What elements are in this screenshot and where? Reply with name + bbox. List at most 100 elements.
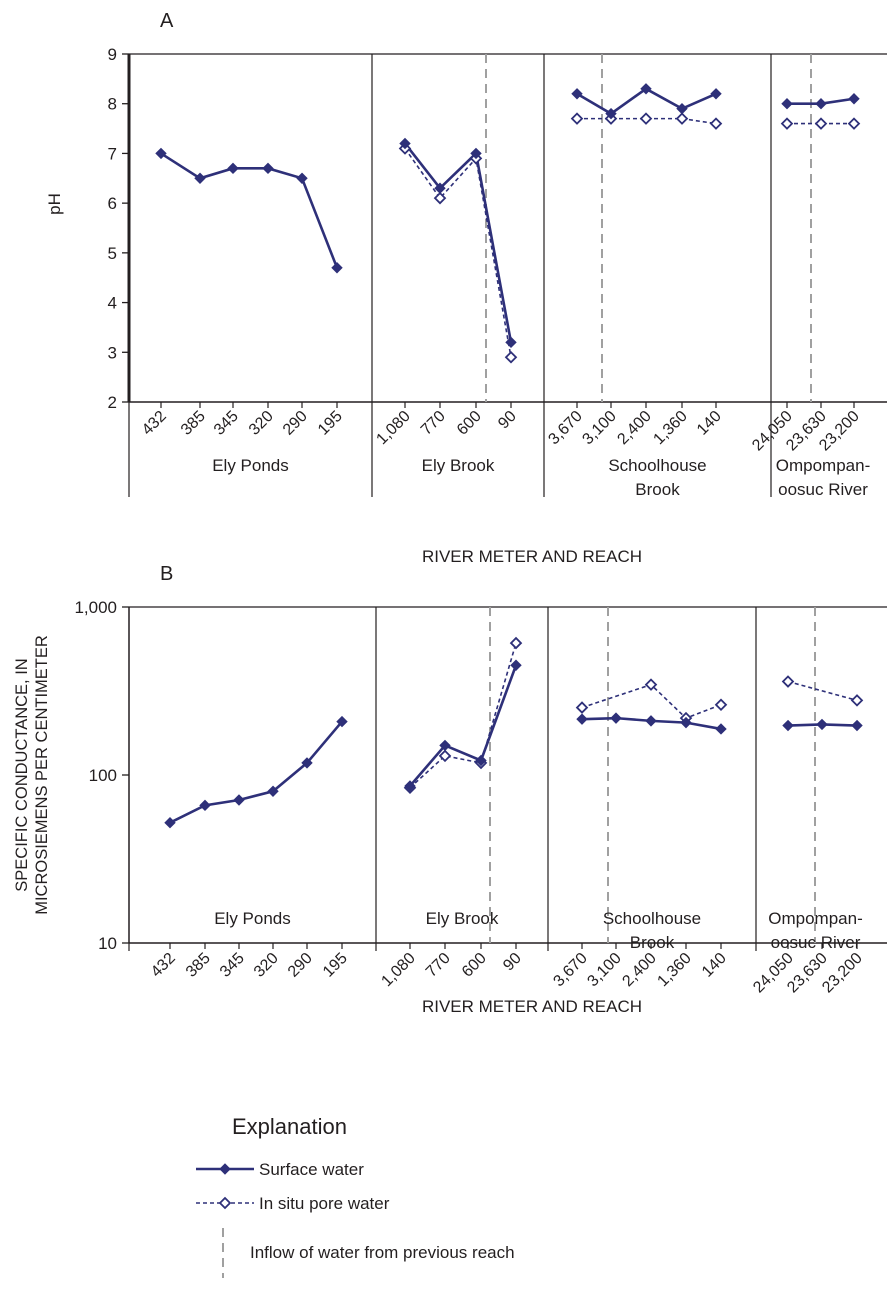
- legend-inflow-label: Inflow of water from previous reach: [250, 1243, 515, 1262]
- y-tick-label: 9: [108, 45, 117, 64]
- surface-water-point: [505, 336, 517, 349]
- surface-water-line: [409, 664, 518, 787]
- x-tick-label: 1,080: [378, 950, 418, 990]
- pore-water-point: [675, 112, 689, 125]
- y-tick-label: 10: [98, 934, 117, 953]
- legend-pore-label: In situ pore water: [259, 1194, 390, 1213]
- surface-water-point: [434, 182, 446, 194]
- reach-label: Schoolhouse: [608, 456, 706, 475]
- x-tick-label: 320: [246, 408, 277, 439]
- pore-water-point: [714, 698, 728, 711]
- x-axis-label: RIVER METER AND REACH: [422, 547, 642, 566]
- x-tick-label: 3,100: [579, 408, 619, 448]
- x-tick-label: 385: [178, 408, 209, 439]
- surface-water-point: [576, 713, 588, 725]
- x-tick-label: 3,670: [545, 408, 585, 448]
- surface-water-point: [439, 739, 451, 752]
- pore-water-point: [639, 112, 653, 125]
- pore-water-point: [509, 636, 523, 650]
- panel-label: A: [160, 10, 174, 32]
- reach-label-line2: Brook: [635, 480, 680, 499]
- x-tick-label: 90: [495, 408, 520, 433]
- y-tick-label: 5: [108, 244, 117, 263]
- surface-water-point: [399, 137, 411, 150]
- surface-water-point: [816, 718, 828, 731]
- x-tick-label: 140: [694, 408, 725, 439]
- y-axis-label: SPECIFIC CONDUCTANCE, IN: [13, 658, 31, 891]
- surface-water-point: [640, 83, 652, 95]
- y-tick-label: 100: [89, 766, 117, 785]
- y-axis-label: pH: [45, 193, 64, 215]
- reach-label-line2: oosuc River: [771, 933, 861, 952]
- reach-label: Ely Ponds: [214, 909, 291, 928]
- x-tick-label: 2,400: [614, 408, 654, 448]
- surface-water-point: [610, 712, 622, 724]
- x-tick-label: 1,360: [650, 408, 690, 448]
- x-tick-label: 770: [423, 950, 454, 981]
- x-tick-label: 770: [418, 408, 449, 439]
- y-tick-label: 7: [108, 144, 117, 163]
- x-tick-label: 290: [280, 408, 311, 439]
- legend-surface-label: Surface water: [259, 1160, 364, 1179]
- surface-water-point: [262, 162, 274, 175]
- pore-water-point: [850, 694, 864, 707]
- x-tick-label: 1,360: [654, 950, 694, 990]
- x-tick-label: 3,100: [584, 950, 624, 990]
- surface-water-line: [160, 152, 339, 269]
- reach-label: Ompompan-: [768, 909, 862, 928]
- surface-water-point: [510, 659, 522, 671]
- reach-label: Ely Ponds: [212, 456, 289, 475]
- y-tick-label: 6: [108, 194, 117, 213]
- pore-water-point: [780, 117, 794, 130]
- pore-water-point: [644, 678, 658, 691]
- reach-label: Schoolhouse: [603, 909, 701, 928]
- surface-water-point: [475, 754, 487, 767]
- x-tick-label: 1,080: [373, 408, 413, 448]
- x-axis-label: RIVER METER AND REACH: [422, 997, 642, 1016]
- surface-water-point: [676, 102, 688, 115]
- x-tick-label: 432: [139, 408, 170, 439]
- surface-water-point: [782, 719, 794, 732]
- surface-water-point: [605, 107, 617, 120]
- x-tick-label: 320: [251, 950, 282, 981]
- pore-water-point: [575, 701, 589, 714]
- x-tick-label: 195: [315, 408, 346, 439]
- x-tick-label: 23,200: [819, 950, 866, 997]
- y-tick-label: 1,000: [74, 598, 117, 617]
- pore-water-line: [581, 683, 722, 720]
- x-tick-label: 345: [217, 950, 248, 981]
- surface-water-point: [404, 780, 416, 792]
- surface-water-point: [715, 723, 727, 735]
- surface-water-point: [470, 147, 482, 160]
- pore-water-point: [570, 112, 584, 125]
- pore-water-point: [504, 350, 518, 364]
- pore-water-point: [433, 191, 447, 205]
- pore-water-line: [577, 117, 717, 125]
- surface-water-point: [194, 172, 206, 184]
- reach-label: Ely Brook: [426, 909, 499, 928]
- panel-label: B: [160, 563, 173, 585]
- legend-title: Explanation: [232, 1114, 347, 1139]
- surface-water-point: [301, 757, 313, 769]
- surface-water-point: [645, 715, 657, 727]
- pore-water-point: [781, 675, 795, 688]
- surface-water-point: [848, 93, 860, 105]
- surface-water-point: [155, 147, 167, 160]
- surface-water-point: [233, 794, 245, 806]
- y-tick-label: 8: [108, 95, 117, 114]
- panel-b-conductance-chart: B 10 100 1,000 SPECIFIC CONDUCTANCE, IN MICRO…: [13, 563, 887, 1016]
- surface-water-point: [227, 162, 239, 175]
- surface-water-point: [267, 785, 279, 797]
- x-tick-label: 345: [211, 408, 242, 439]
- surface-water-line: [169, 720, 343, 824]
- surface-water-point: [571, 88, 583, 100]
- pore-water-point: [814, 117, 828, 130]
- reach-label-line2: Brook: [630, 933, 675, 952]
- x-tick-label: 600: [459, 950, 490, 981]
- y-tick-label: 3: [108, 343, 117, 362]
- pore-water-point: [847, 117, 861, 130]
- x-tick-label: 385: [183, 950, 214, 981]
- surface-water-point: [815, 98, 827, 110]
- surface-water-point: [164, 817, 176, 829]
